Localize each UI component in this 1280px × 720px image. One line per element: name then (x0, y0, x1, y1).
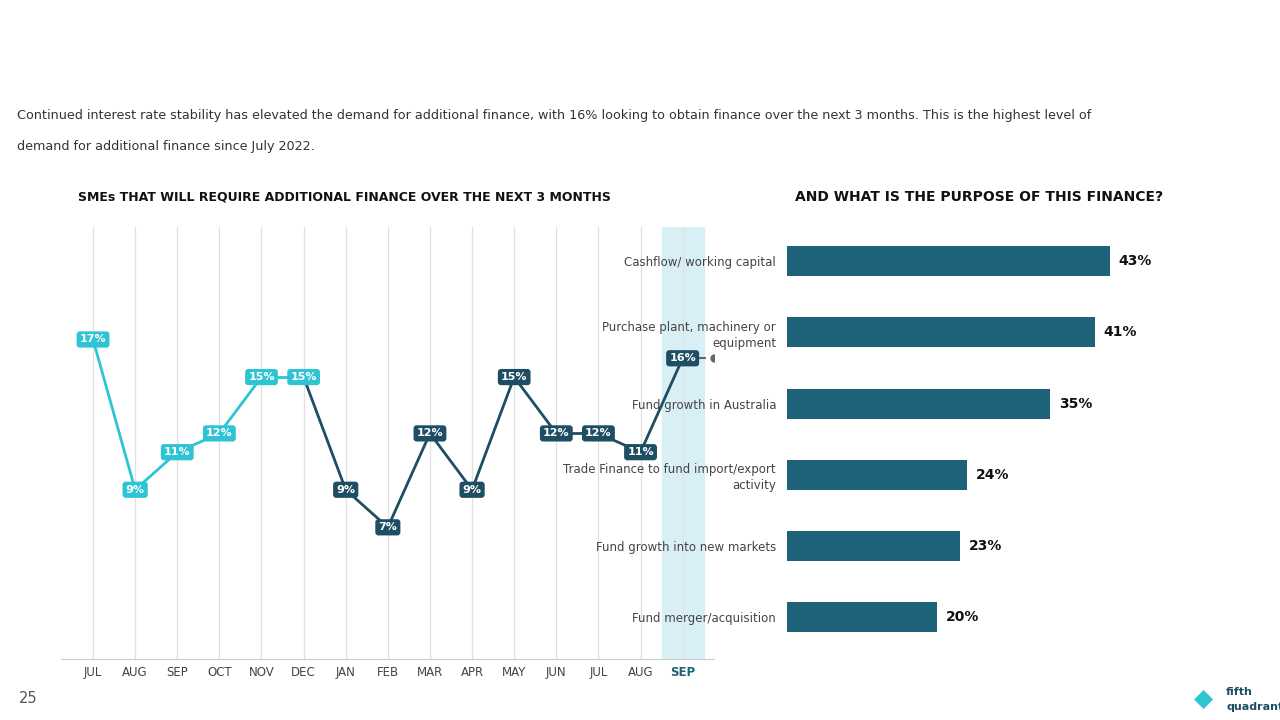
Text: 12%: 12% (585, 428, 612, 438)
Text: 24%: 24% (977, 468, 1010, 482)
Text: 9%: 9% (125, 485, 145, 495)
Bar (787, 389, 1050, 418)
Text: 35%: 35% (1059, 397, 1092, 410)
Text: 43%: 43% (1119, 254, 1152, 268)
Text: 9%: 9% (337, 485, 356, 495)
Text: 23%: 23% (969, 539, 1002, 553)
Text: 9%: 9% (462, 485, 481, 495)
Text: SMEs THAT WILL REQUIRE ADDITIONAL FINANCE OVER THE NEXT 3 MONTHS: SMEs THAT WILL REQUIRE ADDITIONAL FINANC… (78, 191, 611, 204)
Text: 12%: 12% (206, 428, 233, 438)
Text: 7%: 7% (379, 522, 397, 532)
Text: 12%: 12% (417, 428, 443, 438)
Text: 11%: 11% (164, 447, 191, 457)
Text: Business Investment | Finance Needs (Next 3 months): Business Investment | Finance Needs (Nex… (17, 33, 673, 54)
Text: AND WHAT IS THE PURPOSE OF THIS FINANCE?: AND WHAT IS THE PURPOSE OF THIS FINANCE? (795, 190, 1164, 204)
Text: fifth: fifth (1226, 687, 1253, 697)
Bar (787, 603, 937, 632)
Text: 12%: 12% (543, 428, 570, 438)
Bar (787, 531, 960, 561)
Bar (787, 318, 1094, 347)
Bar (787, 246, 1110, 276)
Text: quadrant: quadrant (1226, 702, 1280, 712)
Text: ◆: ◆ (1193, 687, 1213, 711)
Text: 41%: 41% (1103, 325, 1138, 339)
Bar (787, 460, 968, 490)
Text: 15%: 15% (291, 372, 317, 382)
Text: 15%: 15% (248, 372, 275, 382)
Text: 25: 25 (19, 691, 38, 706)
Text: Continued interest rate stability has elevated the demand for additional finance: Continued interest rate stability has el… (17, 109, 1091, 122)
Text: 15%: 15% (500, 372, 527, 382)
Text: 17%: 17% (79, 335, 106, 344)
Text: 11%: 11% (627, 447, 654, 457)
Bar (662, 227, 704, 659)
Text: 20%: 20% (946, 611, 979, 624)
Text: demand for additional finance since July 2022.: demand for additional finance since July… (17, 140, 315, 153)
Text: 16%: 16% (669, 354, 696, 364)
